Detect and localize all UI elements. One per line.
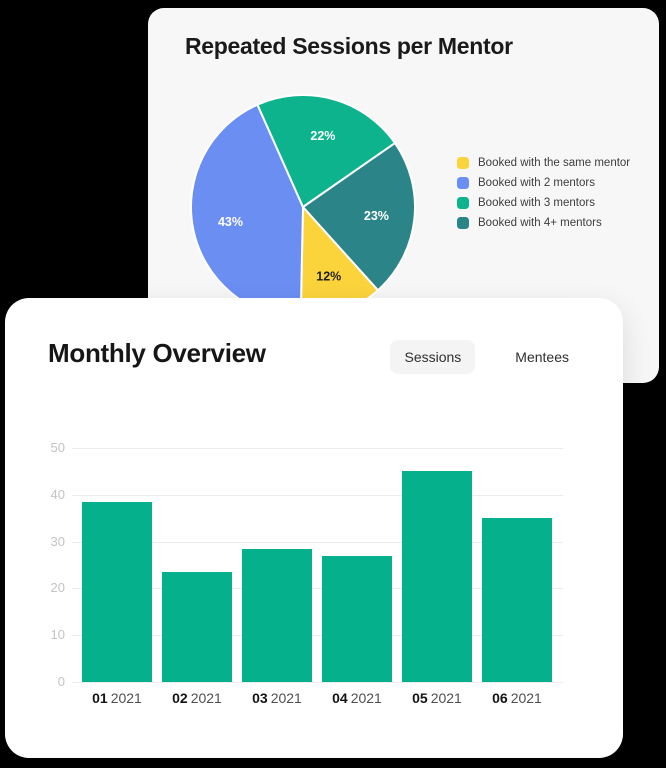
tab-sessions[interactable]: Sessions bbox=[390, 340, 476, 374]
overview-title: Monthly Overview bbox=[48, 338, 266, 368]
x-label-year: 2021 bbox=[110, 690, 142, 706]
legend-item: Booked with 4+ mentors bbox=[457, 216, 630, 230]
y-axis-tick-label: 40 bbox=[50, 486, 65, 502]
x-axis-label: 01 2021 bbox=[77, 690, 157, 706]
x-axis-label: 04 2021 bbox=[317, 690, 397, 706]
x-label-month: 01 bbox=[92, 690, 108, 706]
bar-chart: 0 10 20 30 40 50 01 2021 02 2021 03 2021 04 2021 05 202… bbox=[5, 298, 623, 758]
legend-label: Booked with the same mentor bbox=[478, 157, 631, 169]
x-label-month: 02 bbox=[172, 690, 188, 706]
legend-swatch bbox=[457, 157, 469, 169]
x-label-year: 2021 bbox=[270, 690, 302, 706]
x-axis-label: 03 2021 bbox=[237, 690, 317, 706]
bar-01-2021 bbox=[82, 501, 152, 682]
bar-03-2021 bbox=[242, 548, 312, 682]
pie-card-title: Repeated Sessions per Mentor bbox=[185, 33, 513, 59]
legend-label: Booked with 2 mentors bbox=[478, 177, 595, 189]
x-axis-label: 06 2021 bbox=[477, 690, 557, 706]
gridline bbox=[72, 541, 563, 543]
gridline bbox=[72, 448, 563, 449]
y-axis-tick-label: 20 bbox=[50, 580, 65, 596]
gridline bbox=[72, 682, 563, 683]
legend-item: Booked with 3 mentors bbox=[457, 196, 630, 210]
legend-swatch bbox=[457, 217, 469, 229]
x-label-month: 04 bbox=[332, 690, 348, 706]
y-axis-tick-label: 30 bbox=[50, 533, 65, 549]
y-axis-tick-label: 10 bbox=[50, 627, 65, 643]
x-label-year: 2021 bbox=[190, 690, 222, 706]
x-label-month: 03 bbox=[252, 690, 268, 706]
pie-slice-label: 43% bbox=[218, 215, 243, 229]
pie-chart: 12% 43% 22% 23% bbox=[189, 94, 416, 320]
legend-item: Booked with the same mentor bbox=[457, 156, 630, 170]
pie-slice-label: 23% bbox=[364, 209, 389, 223]
bar-04-2021 bbox=[322, 555, 392, 682]
x-axis-label: 02 2021 bbox=[157, 690, 237, 706]
gridline bbox=[72, 494, 563, 496]
monthly-overview-card: Monthly Overview Sessions Mentees 0 10 20 30… bbox=[5, 298, 623, 758]
x-label-month: 06 bbox=[492, 690, 508, 706]
legend-swatch bbox=[457, 177, 469, 189]
legend-swatch bbox=[457, 197, 469, 209]
bar-02-2021 bbox=[162, 572, 232, 682]
x-axis-label: 05 2021 bbox=[397, 690, 477, 706]
bar-06-2021 bbox=[482, 518, 552, 682]
legend-label: Booked with 4+ mentors bbox=[478, 217, 602, 229]
y-axis-tick-label: 50 bbox=[50, 440, 65, 455]
legend-item: Booked with 2 mentors bbox=[457, 176, 630, 190]
pie-slice bbox=[256, 94, 396, 208]
pie-legend: Booked with the same mentor Booked with 2… bbox=[457, 156, 630, 230]
gridline bbox=[72, 635, 563, 637]
x-label-month: 05 bbox=[412, 690, 428, 706]
gridline bbox=[72, 588, 563, 590]
tab-mentees[interactable]: Mentees bbox=[501, 340, 583, 374]
x-label-year: 2021 bbox=[510, 690, 542, 706]
pie-slice bbox=[302, 142, 416, 292]
pie-slice-label: 12% bbox=[316, 270, 341, 284]
y-axis-tick-label: 0 bbox=[57, 674, 65, 689]
legend-label: Booked with 3 mentors bbox=[478, 197, 595, 209]
x-label-year: 2021 bbox=[430, 690, 462, 706]
overview-tabs: Sessions Mentees bbox=[390, 340, 583, 374]
x-label-year: 2021 bbox=[350, 690, 382, 706]
pie-slice-label: 22% bbox=[310, 129, 335, 143]
bar-05-2021 bbox=[402, 471, 472, 682]
